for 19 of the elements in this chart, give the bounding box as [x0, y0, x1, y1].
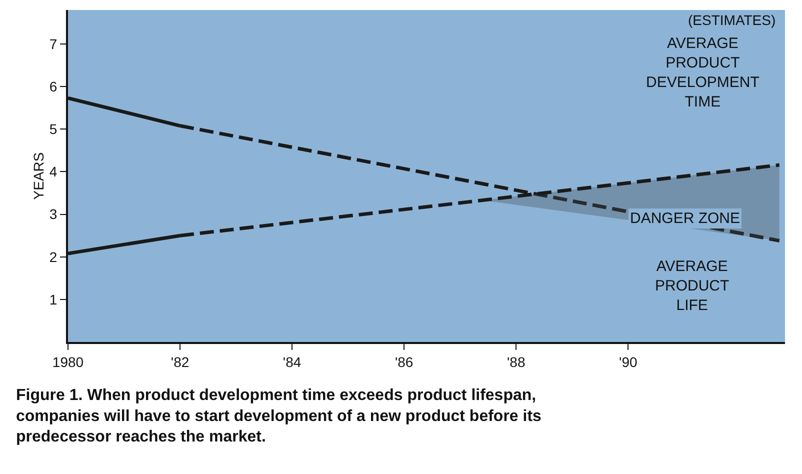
x-tick-label: '86	[394, 354, 414, 370]
y-tick-label: 2	[49, 248, 58, 265]
y-tick-label: 1	[49, 291, 58, 308]
annotation: AVERAGE PRODUCT DEVELOPMENT TIME	[646, 35, 760, 110]
annotation: DANGER ZONE	[630, 210, 740, 227]
y-tick-label: 4	[49, 164, 58, 180]
y-tick-label: 3	[49, 206, 58, 222]
y-tick-label: 7	[49, 36, 58, 52]
y-tick-label: 6	[49, 78, 58, 95]
x-tick-label: '90	[619, 354, 638, 370]
x-tick-label: '84	[282, 354, 302, 370]
x-tick-label: 1980	[52, 354, 84, 370]
caption: Figure 1. When product development time exceeds product lifespan, companies will have to start development of a new product before its predecessor reaches the market.	[16, 387, 542, 446]
annotation: AVERAGE PRODUCT LIFE	[655, 258, 730, 314]
annotation: (ESTIMATES)	[688, 12, 776, 28]
x-tick-label: '88	[507, 354, 526, 370]
y-tick-label: 5	[49, 121, 58, 138]
x-tick-label: '82	[170, 354, 190, 370]
y-axis-title: YEARS	[30, 152, 47, 200]
